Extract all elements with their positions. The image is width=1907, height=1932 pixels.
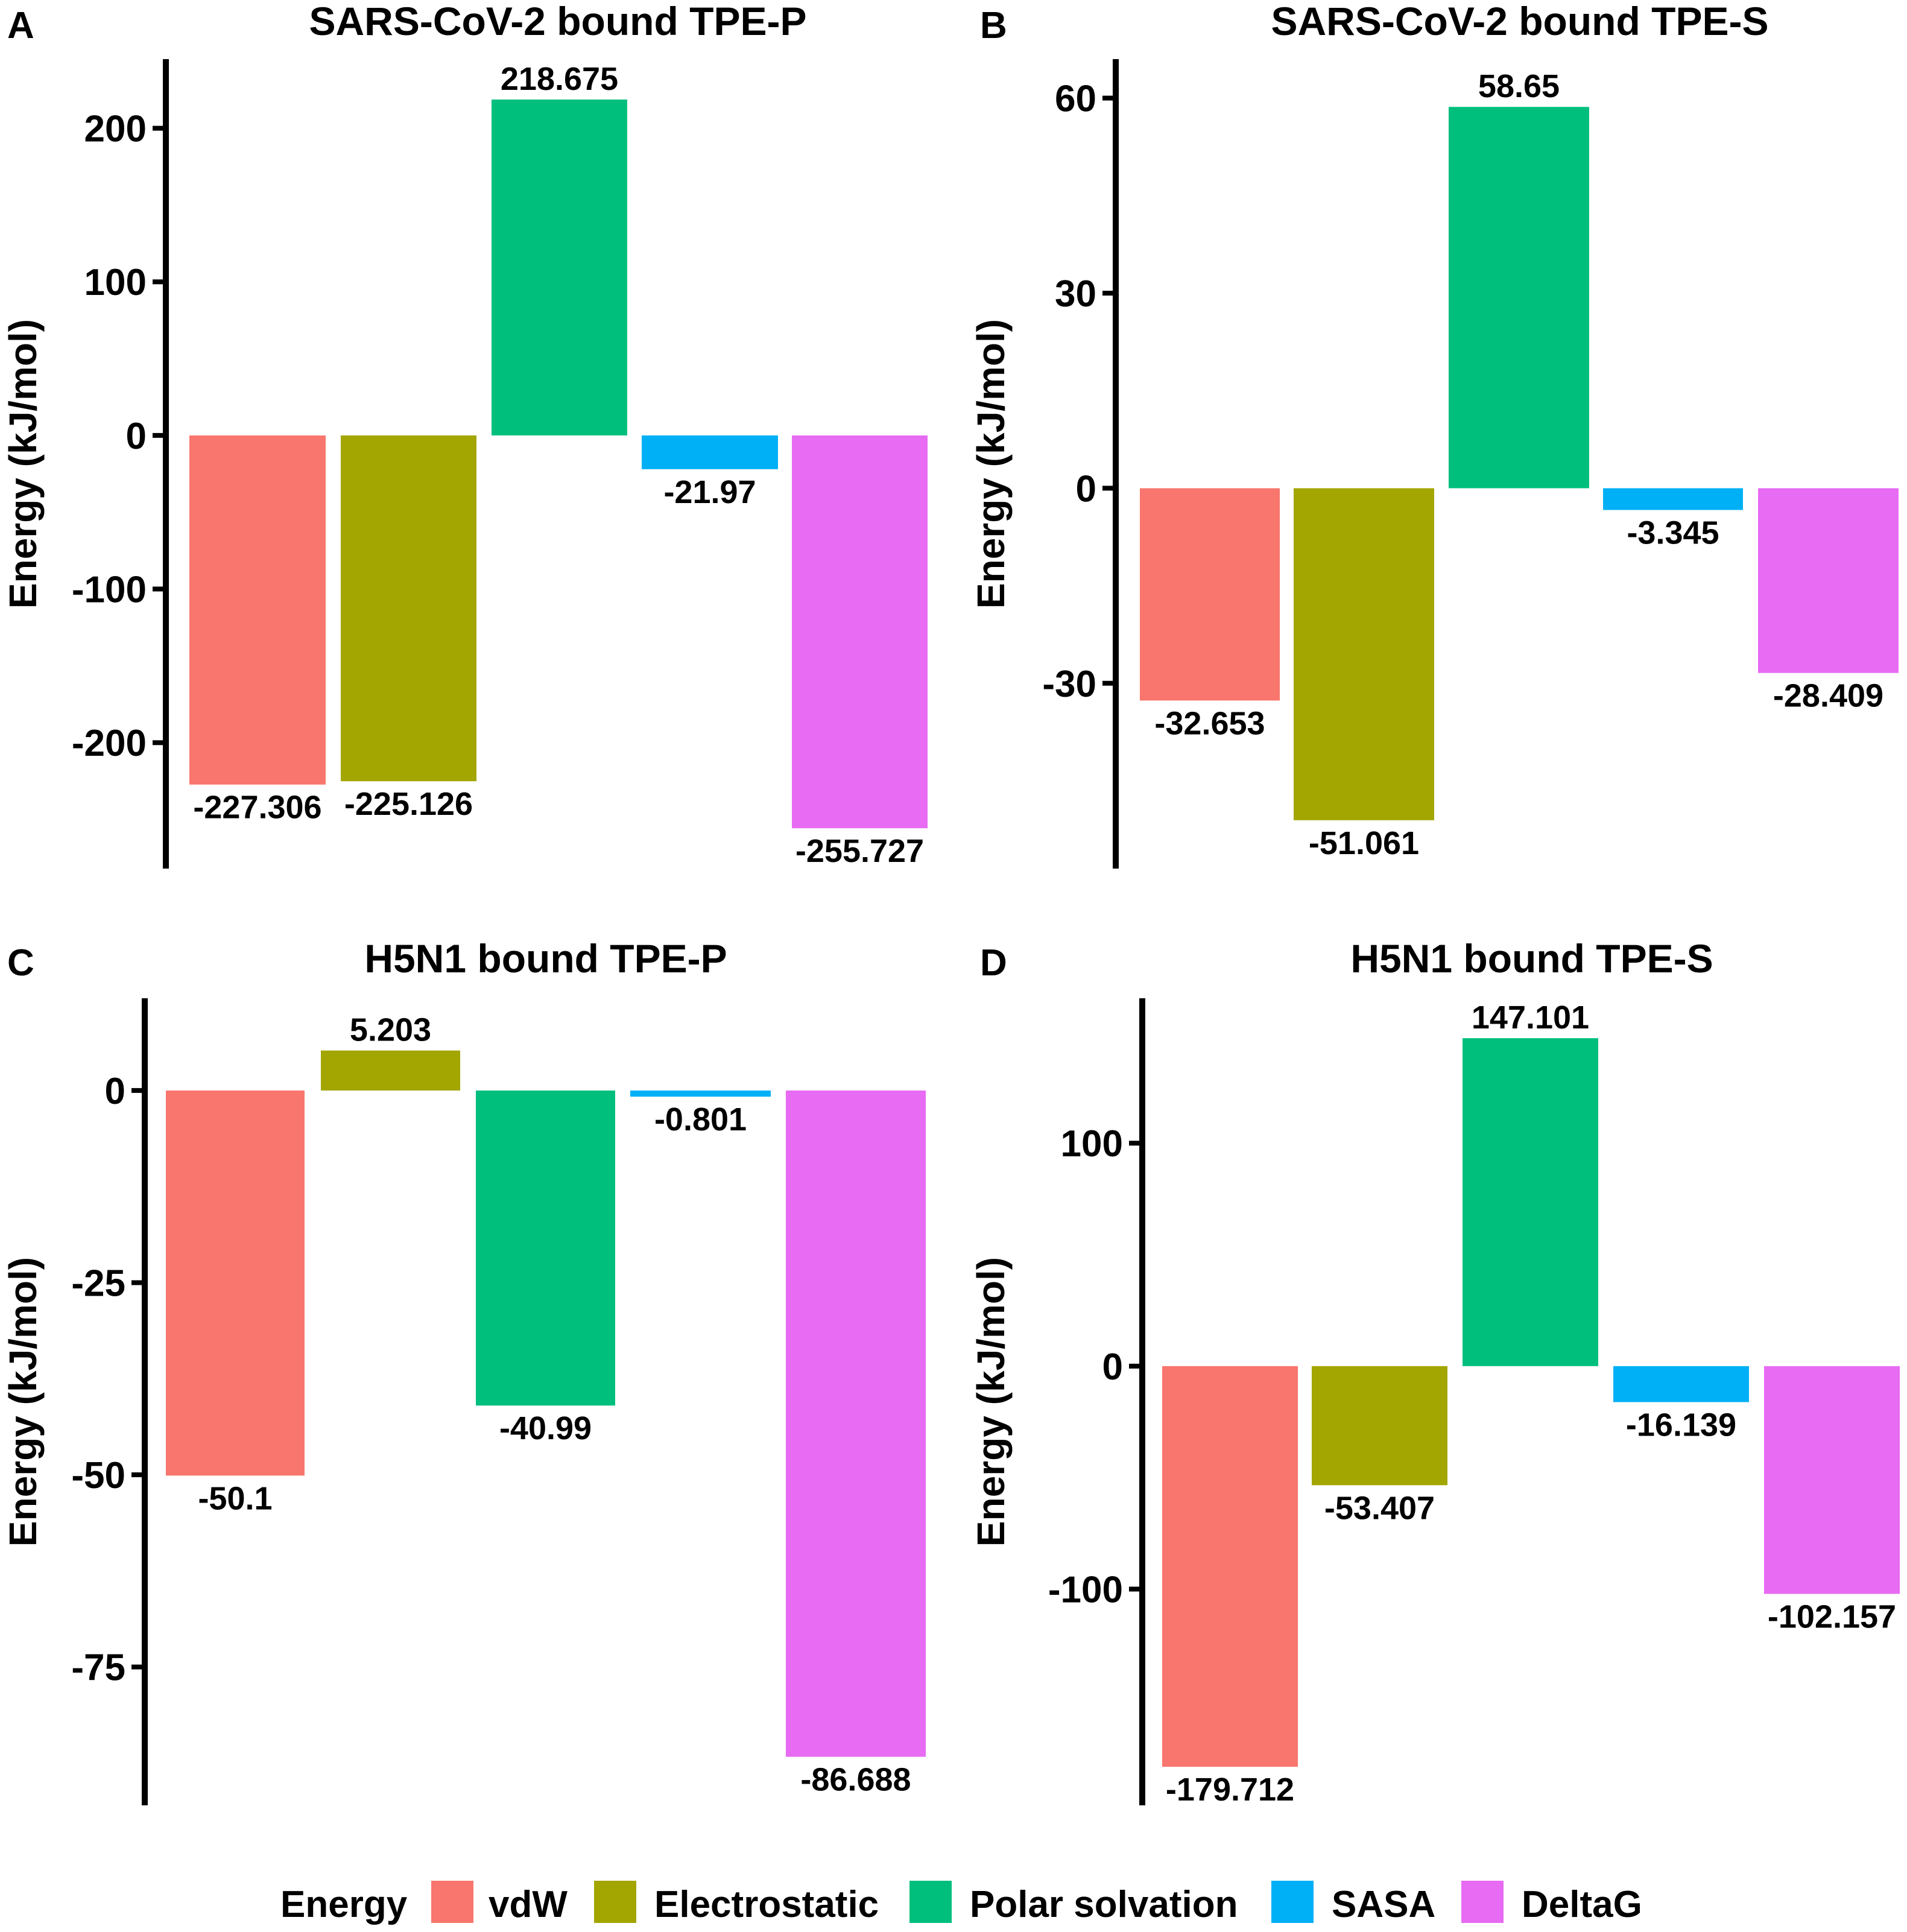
bar-deltag — [786, 1090, 926, 1757]
y-tick-label: -100 — [1048, 1569, 1123, 1611]
data-label: -0.801 — [654, 1101, 747, 1138]
data-label: -16.139 — [1626, 1407, 1736, 1443]
y-tick-label: 100 — [1061, 1123, 1123, 1165]
legend-swatch-electrostatic — [594, 1881, 636, 1923]
y-axis-label: Energy (kJ/mol) — [969, 319, 1013, 609]
panel-d: D H5N1 bound TPE-S Energy (kJ/mol) -179.712… — [969, 936, 1900, 1808]
data-label: -225.126 — [344, 786, 473, 822]
y-tick-label: 0 — [1102, 1346, 1123, 1388]
chart-title: H5N1 bound TPE-P — [364, 936, 727, 981]
data-label: -21.97 — [663, 474, 756, 510]
legend: Energy vdW Electrostatic Polar solvation SA… — [280, 1881, 1642, 1925]
data-label: 5.203 — [350, 1012, 431, 1048]
y-tick-label: 0 — [126, 416, 147, 457]
data-label: -51.061 — [1309, 825, 1419, 861]
legend-title: Energy — [280, 1884, 408, 1925]
data-label: -179.712 — [1166, 1772, 1294, 1808]
data-label: -32.653 — [1154, 705, 1265, 741]
bar-polar-solvation — [492, 100, 627, 435]
data-label: -86.688 — [800, 1762, 911, 1798]
legend-swatch-sasa — [1271, 1881, 1314, 1923]
panel-a: A SARS-CoV-2 bound TPE-P Energy (kJ/mol) -2… — [1, 0, 928, 869]
legend-label-sasa: SASA — [1332, 1884, 1435, 1925]
y-tick-label: 30 — [1055, 273, 1096, 315]
bar-vdw — [189, 435, 326, 785]
bar-vdw — [1162, 1366, 1298, 1767]
bar-polar-solvation — [1463, 1038, 1598, 1366]
legend-swatch-polar-solvation — [909, 1881, 952, 1923]
bar-polar-solvation — [476, 1090, 615, 1406]
y-tick-label: -50 — [71, 1455, 125, 1497]
bar-deltag — [792, 435, 928, 829]
bar-sasa — [1603, 488, 1743, 510]
legend-label-electrostatic: Electrostatic — [654, 1884, 879, 1925]
bar-sasa — [1613, 1366, 1749, 1402]
bar-deltag — [1758, 488, 1899, 673]
legend-label-polar-solvation: Polar solvation — [970, 1884, 1238, 1925]
bar-electrostatic — [321, 1050, 460, 1091]
y-tick-label: -30 — [1042, 664, 1096, 705]
data-label: 218.675 — [501, 61, 618, 97]
bar-electrostatic — [1294, 488, 1434, 820]
data-label: -227.306 — [193, 790, 321, 826]
y-tick-label: -25 — [71, 1262, 125, 1304]
data-label: -3.345 — [1627, 515, 1719, 551]
y-axis-label: Energy (kJ/mol) — [969, 1257, 1013, 1547]
y-axis-label: Energy (kJ/mol) — [1, 1257, 45, 1547]
legend-swatch-vdw — [431, 1881, 473, 1923]
panel-tag: A — [7, 5, 34, 46]
data-label: -50.1 — [198, 1480, 272, 1516]
y-tick-label: 0 — [105, 1071, 125, 1112]
y-tick-label: -100 — [72, 569, 147, 611]
chart-title: SARS-CoV-2 bound TPE-S — [1271, 0, 1769, 43]
bar-electrostatic — [341, 435, 476, 782]
bar-sasa — [630, 1090, 771, 1097]
panel-b: B SARS-CoV-2 bound TPE-S Energy (kJ/mol) -3… — [969, 0, 1899, 869]
data-label: -28.409 — [1773, 678, 1883, 714]
bar-deltag — [1764, 1366, 1900, 1594]
data-label: -53.407 — [1324, 1490, 1435, 1526]
bar-vdw — [1140, 488, 1280, 701]
legend-label-vdw: vdW — [489, 1884, 568, 1925]
data-label: 147.101 — [1472, 999, 1589, 1036]
legend-label-deltag: DeltaG — [1522, 1884, 1642, 1925]
y-tick-label: -75 — [71, 1647, 125, 1689]
y-tick-label: 100 — [84, 262, 147, 303]
panel-tag: D — [980, 942, 1007, 984]
data-label: 58.65 — [1478, 68, 1560, 104]
bar-sasa — [642, 435, 778, 469]
bar-polar-solvation — [1449, 107, 1589, 489]
data-label: -255.727 — [795, 833, 924, 869]
y-tick-label: 60 — [1055, 78, 1096, 120]
data-label: -102.157 — [1768, 1598, 1896, 1635]
panel-tag: B — [980, 5, 1007, 46]
chart-title: H5N1 bound TPE-S — [1350, 936, 1713, 981]
y-tick-label: 200 — [84, 109, 147, 150]
y-tick-label: -200 — [72, 723, 147, 764]
panel-c: C H5N1 bound TPE-P Energy (kJ/mol) -50.1 5.2… — [1, 936, 926, 1805]
bar-electrostatic — [1312, 1366, 1447, 1486]
legend-swatch-deltag — [1461, 1881, 1504, 1923]
data-label: -40.99 — [499, 1410, 592, 1446]
y-axis-label: Energy (kJ/mol) — [1, 319, 45, 609]
y-tick-label: 0 — [1076, 468, 1096, 510]
panel-tag: C — [7, 942, 34, 984]
chart-title: SARS-CoV-2 bound TPE-P — [309, 0, 807, 43]
bar-vdw — [166, 1090, 305, 1476]
